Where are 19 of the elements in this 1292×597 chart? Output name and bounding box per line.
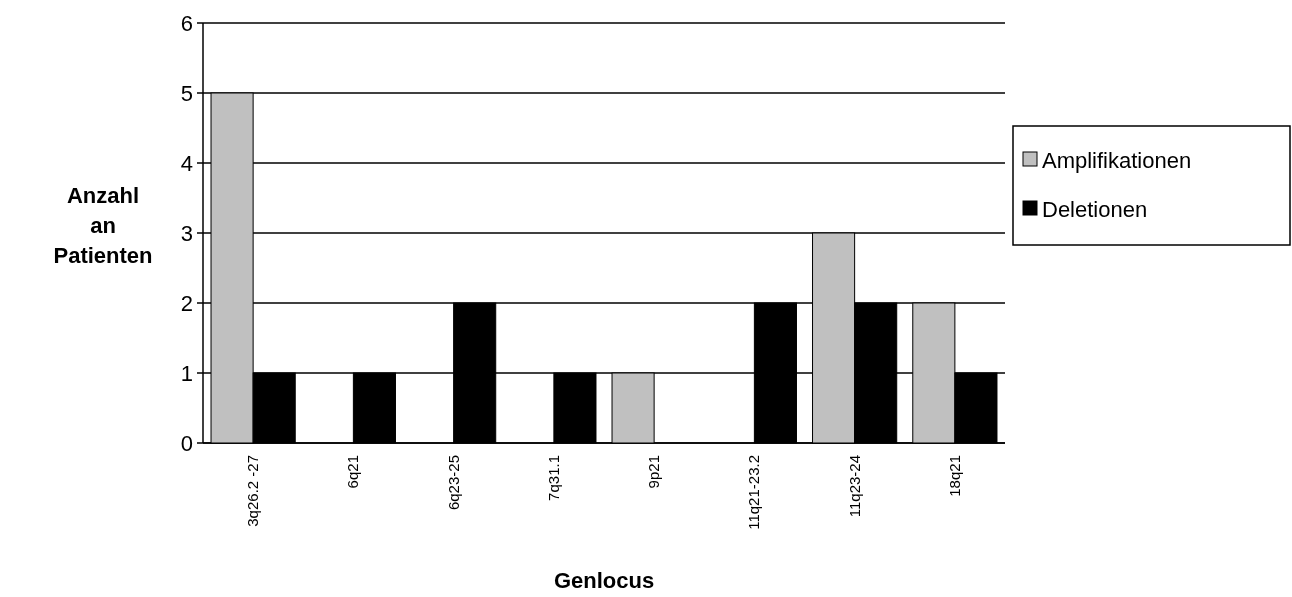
- x-tick-label: 18q21: [945, 455, 963, 497]
- x-tick-label: 11q21-23.2: [745, 455, 763, 530]
- y-tick-label: 2: [180, 290, 193, 316]
- x-tick-label: 3q26.2 -27: [244, 455, 262, 527]
- x-tick-label: 7q31.1: [544, 455, 562, 501]
- x-tick-label: 9p21: [645, 455, 663, 489]
- y-tick-label: 1: [180, 360, 193, 386]
- x-tick-label: 6q21: [344, 455, 362, 489]
- legend-label: Deletionen: [1042, 196, 1148, 222]
- y-tick-label: 5: [180, 80, 193, 106]
- legend-label: Amplifikationen: [1042, 147, 1192, 173]
- x-tick-label: 6q23-25: [444, 455, 462, 511]
- y-tick-label: 0: [180, 430, 193, 456]
- y-tick-label: 3: [180, 220, 193, 246]
- y-tick-label: 4: [180, 150, 193, 176]
- y-tick-label: 6: [180, 10, 193, 36]
- x-tick-label: 11q23-24: [845, 455, 863, 518]
- x-axis-title: Genlocus: [553, 568, 655, 593]
- y-axis-title: Anzahl an Patienten: [53, 183, 153, 268]
